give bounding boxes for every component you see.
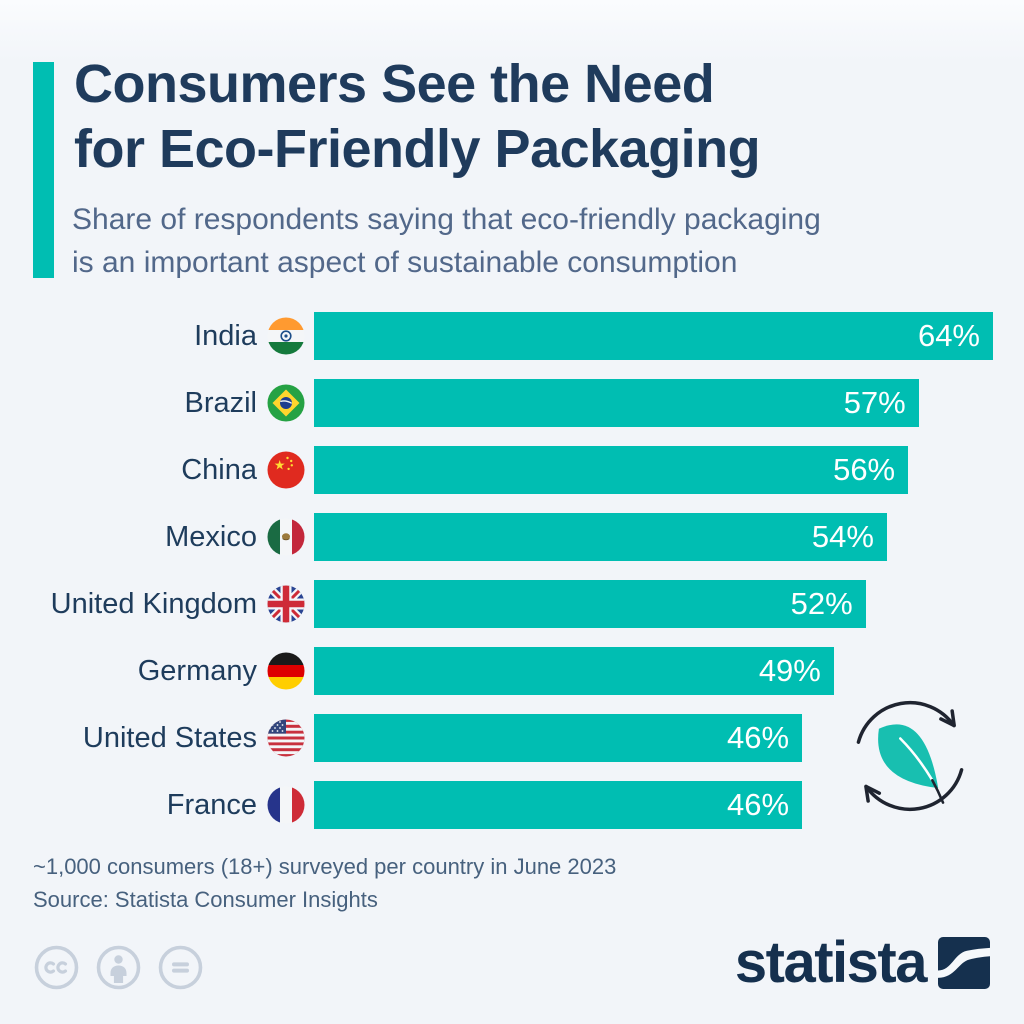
bar: 57%: [314, 379, 919, 427]
title-line-2: for Eco-Friendly Packaging: [74, 119, 761, 179]
bar-value-label: 49%: [758, 653, 821, 688]
statista-wordmark: statista: [734, 930, 928, 995]
bar-row-france: France 46%: [0, 781, 993, 829]
flag-india-icon: [267, 317, 305, 355]
country-name: Mexico: [165, 520, 257, 553]
row-label: United Kingdom: [0, 585, 314, 623]
bar-track: 49%: [314, 647, 993, 695]
row-label: France: [0, 786, 314, 824]
country-name: China: [181, 453, 257, 486]
country-name: France: [166, 788, 257, 821]
license-icons: [33, 944, 204, 991]
bar: 46%: [314, 714, 803, 762]
flag-china-icon: [267, 451, 305, 489]
bar-value-label: 46%: [726, 720, 790, 755]
bar-value-label: 54%: [811, 519, 874, 554]
row-label: Mexico: [0, 518, 314, 556]
row-label: United States: [0, 719, 314, 757]
bar: 49%: [314, 647, 834, 695]
survey-note: ~1,000 consumers (18+) surveyed per coun…: [33, 854, 617, 879]
bar: 52%: [314, 580, 866, 628]
leaf-recycle-icon: [856, 701, 964, 811]
bar-track: 54%: [314, 513, 993, 561]
bar-row-brazil: Brazil 57%: [0, 379, 993, 427]
bar: 46%: [314, 781, 803, 829]
bar: 56%: [314, 446, 909, 494]
flag-united-states-icon: [267, 719, 305, 757]
bar-row-united-kingdom: United Kingdom 52%: [0, 580, 993, 628]
attribution-icon: [96, 945, 141, 990]
title-accent-bar: [33, 62, 54, 278]
statista-logo: statista: [735, 934, 990, 992]
bar-track: 46%: [314, 781, 993, 829]
bar-row-china: China 56%: [0, 446, 993, 494]
bar-row-mexico: Mexico 54%: [0, 513, 993, 561]
row-label: China: [0, 451, 314, 489]
bar: 54%: [314, 513, 887, 561]
bar-value-label: 64%: [917, 318, 980, 353]
row-label: India: [0, 317, 314, 355]
page-subtitle: Share of respondents saying that eco-fri…: [72, 198, 821, 284]
bar-value-label: 56%: [833, 452, 896, 487]
flag-france-icon: [267, 786, 305, 824]
bar-value-label: 46%: [726, 787, 790, 822]
country-name: Germany: [137, 654, 257, 687]
flag-germany-icon: [267, 652, 305, 690]
title-line-1: Consumers See the Need: [74, 54, 715, 114]
bar-track: 64%: [314, 312, 993, 360]
no-derivatives-icon: [158, 945, 203, 990]
subtitle-line-1: Share of respondents saying that eco-fri…: [72, 203, 821, 236]
flag-united-kingdom-icon: [267, 585, 305, 623]
country-name: India: [194, 319, 257, 352]
bar-chart: India 64% Brazil: [0, 312, 993, 829]
country-name: United Kingdom: [50, 587, 257, 620]
statista-logo-mark-icon: [938, 937, 990, 989]
bar-row-india: India 64%: [0, 312, 993, 360]
page-title: Consumers See the Need for Eco-Friendly …: [74, 52, 761, 182]
bar-row-germany: Germany 49%: [0, 647, 993, 695]
bar-track: 52%: [314, 580, 993, 628]
bar-track: 46%: [314, 714, 993, 762]
bar-value-label: 52%: [790, 586, 853, 621]
bar: 64%: [314, 312, 993, 360]
bar-track: 57%: [314, 379, 993, 427]
creative-commons-icon: [34, 945, 79, 990]
row-label: Germany: [0, 652, 314, 690]
flag-brazil-icon: [267, 384, 305, 422]
source-note: Source: Statista Consumer Insights: [33, 887, 378, 912]
bar-track: 56%: [314, 446, 993, 494]
country-name: United States: [82, 721, 257, 754]
country-name: Brazil: [184, 386, 257, 419]
bar-row-united-states: United States: [0, 714, 993, 762]
row-label: Brazil: [0, 384, 314, 422]
bar-value-label: 57%: [843, 385, 906, 420]
subtitle-line-2: is an important aspect of sustainable co…: [72, 246, 738, 279]
flag-mexico-icon: [267, 518, 305, 556]
